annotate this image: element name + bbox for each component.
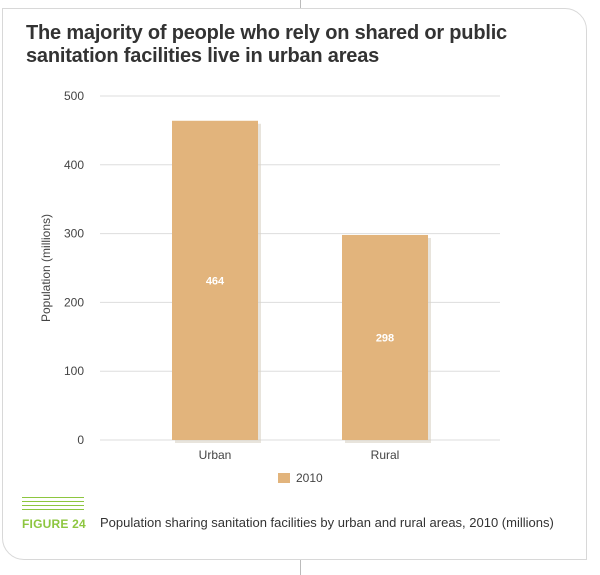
y-tick-label-100: 100 (64, 364, 84, 378)
y-tick-label-500: 500 (64, 89, 84, 103)
bar-rural (342, 234, 428, 440)
y-tick-label-300: 300 (64, 227, 84, 241)
legend-swatch-2010 (278, 473, 290, 483)
data-label-urban: 464 (206, 275, 225, 287)
legend: 2010 (278, 471, 323, 485)
y-tick-label-200: 200 (64, 295, 84, 309)
legend-label-2010: 2010 (296, 471, 323, 485)
bar-urban (172, 120, 258, 440)
y-tick-label-0: 0 (77, 433, 84, 447)
figure-label: FIGURE 24 (22, 517, 86, 531)
data-label-rural: 298 (376, 332, 394, 344)
y-tick-label-400: 400 (64, 158, 84, 172)
frame-tick-bottom (300, 560, 301, 575)
x-tick-label-rural: Rural (371, 448, 400, 462)
figure-caption: Population sharing sanitation facilities… (100, 515, 554, 530)
figure-frame (2, 8, 587, 560)
chart-title: The majority of people who rely on share… (26, 22, 507, 67)
y-axis-label: Population (millions) (39, 214, 53, 322)
frame-tick-top (300, 0, 301, 8)
figure-rules (22, 497, 84, 513)
x-tick-label-urban: Urban (199, 448, 232, 462)
